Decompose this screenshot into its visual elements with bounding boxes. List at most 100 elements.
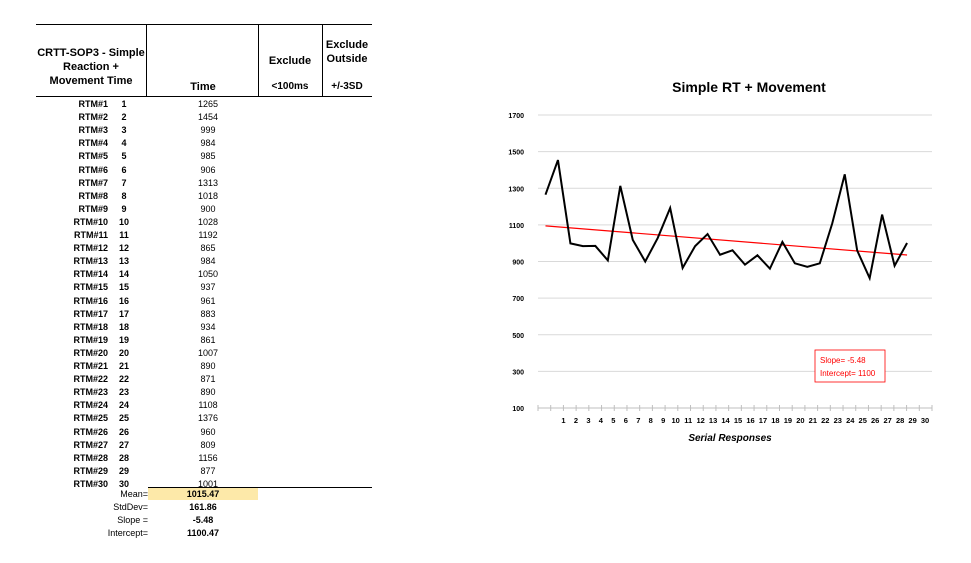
trial-time: 1050 (197, 269, 219, 280)
x-tick-label: 4 (599, 416, 604, 425)
trial-label: RTM#10 (73, 216, 108, 227)
x-tick-label: 1 (561, 416, 565, 425)
x-tick-label: 30 (921, 416, 929, 425)
trial-label: RTM#7 (78, 177, 108, 188)
trial-time: 999 (200, 125, 216, 136)
trendline (545, 225, 908, 256)
trial-time: 1192 (198, 230, 218, 240)
annotation-intercept: Intercept= 1100 (820, 369, 876, 378)
trial-time: 871 (200, 374, 216, 385)
trial-label: RTM#8 (78, 190, 108, 201)
trial-number: 15 (118, 282, 129, 293)
trial-label: RTM#11 (73, 230, 108, 240)
y-tick-label: 500 (512, 333, 524, 340)
time-header: Time (190, 81, 216, 93)
stat-value: 1100.47 (186, 528, 220, 538)
x-tick-label: 17 (759, 416, 767, 425)
trial-number: 5 (121, 151, 127, 162)
y-tick-label: 1300 (508, 186, 524, 193)
x-tick-label: 11 (684, 416, 692, 425)
exclude-3sd-header-top: Exclude Outside (325, 39, 369, 65)
trial-label: RTM#27 (73, 439, 108, 450)
trial-number: 12 (118, 243, 129, 254)
trial-number: 20 (118, 347, 129, 358)
trial-time: 890 (200, 361, 216, 371)
trial-time: 890 (200, 387, 216, 398)
trial-label: RTM#3 (78, 125, 108, 136)
trial-number: 16 (118, 295, 129, 306)
trial-number: 30 (118, 478, 129, 489)
trial-time: 865 (200, 243, 216, 254)
trial-label: RTM#23 (73, 387, 108, 398)
x-tick-label: 8 (649, 416, 653, 425)
x-tick-label: 6 (624, 416, 628, 425)
line-chart: Simple RT + Movement 100 300 500 700 900 1100… (500, 70, 950, 470)
stat-label: Slope = (117, 515, 148, 525)
trial-time: 1313 (197, 177, 219, 188)
y-tick-label: 100 (512, 406, 524, 413)
trial-number: 7 (121, 177, 127, 188)
table-top-border (36, 24, 372, 25)
trial-time: 900 (200, 203, 216, 214)
data-table: CRTT-SOP3 - Simple Reaction + Movement T… (36, 24, 372, 544)
trial-time: 984 (200, 138, 216, 149)
y-tick-label: 700 (512, 296, 524, 303)
trial-time: 1018 (197, 190, 219, 201)
trial-label: RTM#24 (73, 400, 108, 411)
trial-label: RTM#2 (78, 112, 108, 123)
y-tick-label: 900 (512, 260, 524, 267)
x-tick-label: 14 (721, 416, 730, 425)
series-line (544, 159, 908, 282)
mean-highlight (148, 488, 258, 500)
trial-label: RTM#14 (73, 269, 108, 280)
trial-number: 26 (118, 426, 129, 437)
trial-number: 13 (118, 256, 129, 267)
trial-number: 2 (121, 112, 127, 123)
trial-time: 961 (200, 295, 216, 306)
trial-label: RTM#20 (73, 347, 108, 358)
trial-time: 1156 (198, 452, 218, 463)
table-col-divider (322, 24, 323, 96)
x-tick-label: 28 (896, 416, 904, 425)
trial-label: RTM#25 (73, 413, 108, 424)
trial-label: RTM#22 (73, 374, 108, 385)
trial-time: 861 (200, 334, 216, 345)
chart-svg: Simple RT + Movement 100 300 500 700 900 1100… (508, 79, 933, 444)
table-title-header: CRTT-SOP3 - Simple Reaction + Movement T… (37, 47, 145, 87)
x-tick-label: 20 (796, 416, 804, 425)
x-tick-label: 18 (771, 416, 779, 425)
annotation-slope: Slope= -5.48 (820, 356, 866, 365)
x-axis-label: Serial Responses (688, 433, 772, 444)
trial-time: 937 (200, 282, 216, 293)
trial-number: 22 (118, 374, 129, 385)
x-tick-label: 9 (661, 416, 665, 425)
x-tick-label: 13 (709, 416, 717, 425)
x-tick-label: 19 (784, 416, 792, 425)
trial-time: 1007 (197, 347, 219, 358)
x-tick-label: 29 (908, 416, 916, 425)
trial-number: 24 (118, 400, 129, 411)
x-tick-label: 27 (883, 416, 891, 425)
x-tick-label: 16 (746, 416, 754, 425)
exclude-3sd-header-bottom: +/-3SD (331, 81, 363, 92)
trial-number: 11 (119, 230, 129, 240)
table-header-bottom-border (36, 96, 372, 97)
trial-label: RTM#17 (73, 308, 108, 319)
x-tick-label: 15 (734, 416, 742, 425)
exclude-100ms-header-bottom: <100ms (271, 81, 309, 92)
trial-number: 4 (121, 138, 127, 149)
trial-number: 23 (118, 387, 129, 398)
stat-value: 161.86 (189, 502, 217, 512)
trial-number: 9 (121, 203, 127, 214)
x-tick-label: 23 (834, 416, 842, 425)
stat-label: Intercept= (107, 528, 148, 538)
trial-label: RTM#16 (73, 295, 108, 306)
x-tick-label: 12 (696, 416, 704, 425)
x-tick-label: 7 (636, 416, 640, 425)
y-tick-label: 1500 (508, 150, 524, 157)
trial-time: 1265 (197, 99, 219, 109)
trial-number: 6 (121, 164, 127, 175)
x-tick-label: 21 (809, 416, 817, 425)
trial-time: 1108 (198, 400, 218, 411)
stat-value: -5.48 (192, 515, 214, 525)
